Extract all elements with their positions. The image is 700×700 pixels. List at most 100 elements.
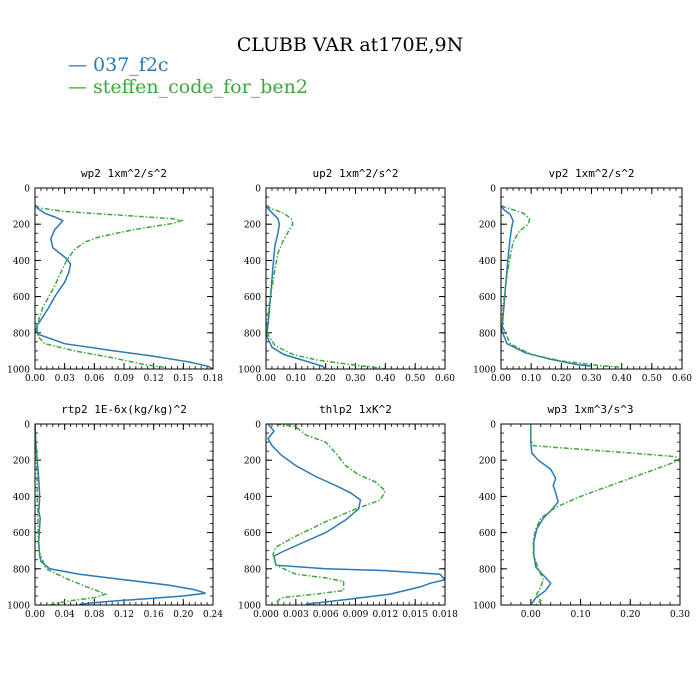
series-line-steffen-code-for-ben2 <box>35 204 185 368</box>
y-tick-label: 0 <box>490 185 496 195</box>
y-tick-label: 600 <box>244 529 261 539</box>
x-tick-label: 0.10 <box>521 374 541 384</box>
series-line-037-f2c <box>501 205 592 368</box>
y-tick-label: 1000 <box>473 366 496 376</box>
x-tick-label: 0.16 <box>144 610 164 620</box>
panel-title: vp2 1xm^2/s^2 <box>548 167 634 180</box>
y-tick-label: 800 <box>13 329 30 339</box>
plot-frame <box>500 187 683 370</box>
series-line-037-f2c <box>267 424 445 605</box>
y-tick-label: 600 <box>479 293 496 303</box>
y-tick-label: 0 <box>255 185 261 195</box>
x-tick-label: 0.10 <box>286 374 306 384</box>
x-tick-label: 0.60 <box>435 374 455 384</box>
x-tick-label: 0.20 <box>316 374 336 384</box>
y-tick-label: 400 <box>13 257 30 267</box>
x-tick-label: 0.24 <box>203 610 223 620</box>
series-line-037-f2c <box>35 424 206 605</box>
y-tick-label: 0 <box>24 421 30 431</box>
x-tick-label: 0.000 <box>253 610 279 620</box>
y-tick-label: 1000 <box>238 366 261 376</box>
x-tick-label: 0.00 <box>25 374 45 384</box>
y-tick-label: 0 <box>490 421 496 431</box>
x-tick-label: 0.009 <box>343 610 369 620</box>
y-tick-label: 600 <box>13 529 30 539</box>
panel-title: wp3 1xm^3/s^3 <box>547 403 633 416</box>
x-tick-label: 0.04 <box>55 610 75 620</box>
y-tick-label: 0 <box>24 185 30 195</box>
y-tick-label: 400 <box>13 493 30 503</box>
plot-frame <box>34 423 214 606</box>
plot-frame <box>265 423 446 606</box>
x-tick-label: 0.03 <box>55 374 75 384</box>
series-line-steffen-code-for-ben2 <box>272 424 387 604</box>
series-line-steffen-code-for-ben2 <box>530 424 680 605</box>
y-tick-label: 800 <box>479 565 496 575</box>
x-tick-label: 0.10 <box>571 610 591 620</box>
panel-title: up2 1xm^2/s^2 <box>312 167 398 180</box>
y-tick-label: 800 <box>479 329 496 339</box>
x-tick-label: 0.12 <box>144 374 164 384</box>
panel-title: wp2 1xm^2/s^2 <box>81 167 167 180</box>
y-tick-label: 600 <box>13 293 30 303</box>
x-tick-label: 0.12 <box>114 610 134 620</box>
x-tick-label: 0.018 <box>432 610 458 620</box>
x-tick-label: 0.50 <box>642 374 662 384</box>
x-tick-label: 0.30 <box>581 374 601 384</box>
x-tick-label: 0.09 <box>114 374 134 384</box>
x-tick-label: 0.006 <box>313 610 339 620</box>
y-tick-label: 400 <box>244 493 261 503</box>
series-line-steffen-code-for-ben2 <box>35 424 108 605</box>
x-tick-label: 0.20 <box>551 374 571 384</box>
y-tick-label: 1000 <box>7 366 30 376</box>
chart-panel-rtp2: rtp2 1E-6x(kg/kg)^2 0 200 400 600 800 10000.00… <box>7 403 223 620</box>
x-tick-label: 0.012 <box>372 610 398 620</box>
x-tick-label: 0.003 <box>283 610 309 620</box>
y-tick-label: 400 <box>479 257 496 267</box>
x-tick-label: 0.30 <box>670 610 690 620</box>
x-tick-label: 0.00 <box>521 610 541 620</box>
x-tick-label: 0.00 <box>256 374 276 384</box>
y-tick-label: 1000 <box>7 602 30 612</box>
chart-panel-wp3: wp3 1xm^3/s^3 0 200 400 600 800 1000 0.00 0.10 0.… <box>473 403 690 620</box>
x-tick-label: 0.015 <box>402 610 428 620</box>
y-tick-label: 0 <box>255 421 261 431</box>
series-line-037-f2c <box>35 204 213 369</box>
x-tick-label: 0.20 <box>620 610 640 620</box>
y-tick-label: 400 <box>479 493 496 503</box>
x-tick-label: 0.06 <box>84 374 104 384</box>
series-line-steffen-code-for-ben2 <box>501 205 622 368</box>
y-tick-label: 200 <box>13 221 30 231</box>
x-tick-label: 0.08 <box>84 610 104 620</box>
x-tick-label: 0.15 <box>173 374 193 384</box>
x-tick-label: 0.40 <box>375 374 395 384</box>
plot-frame <box>500 423 681 606</box>
x-tick-label: 0.30 <box>345 374 365 384</box>
y-tick-label: 1000 <box>238 602 261 612</box>
x-tick-label: 0.18 <box>203 374 223 384</box>
page-title: CLUBB VAR at170E,9N <box>236 34 464 56</box>
x-tick-label: 0.20 <box>173 610 193 620</box>
x-tick-label: 0.60 <box>672 374 692 384</box>
y-tick-label: 200 <box>244 457 261 467</box>
y-tick-label: 800 <box>244 565 261 575</box>
y-tick-label: 600 <box>479 529 496 539</box>
x-tick-label: 0.00 <box>25 610 45 620</box>
panel-title: thlp2 1xK^2 <box>319 403 392 416</box>
y-tick-label: 200 <box>13 457 30 467</box>
y-tick-label: 800 <box>13 565 30 575</box>
y-tick-label: 1000 <box>473 602 496 612</box>
y-tick-label: 600 <box>244 293 261 303</box>
x-tick-label: 0.00 <box>491 374 511 384</box>
plot-frame <box>265 187 446 370</box>
plot-frame <box>34 187 214 370</box>
x-tick-label: 0.50 <box>405 374 425 384</box>
y-tick-label: 200 <box>479 457 496 467</box>
y-tick-label: 200 <box>479 221 496 231</box>
y-tick-label: 200 <box>244 221 261 231</box>
panel-title: rtp2 1E-6x(kg/kg)^2 <box>61 403 187 416</box>
